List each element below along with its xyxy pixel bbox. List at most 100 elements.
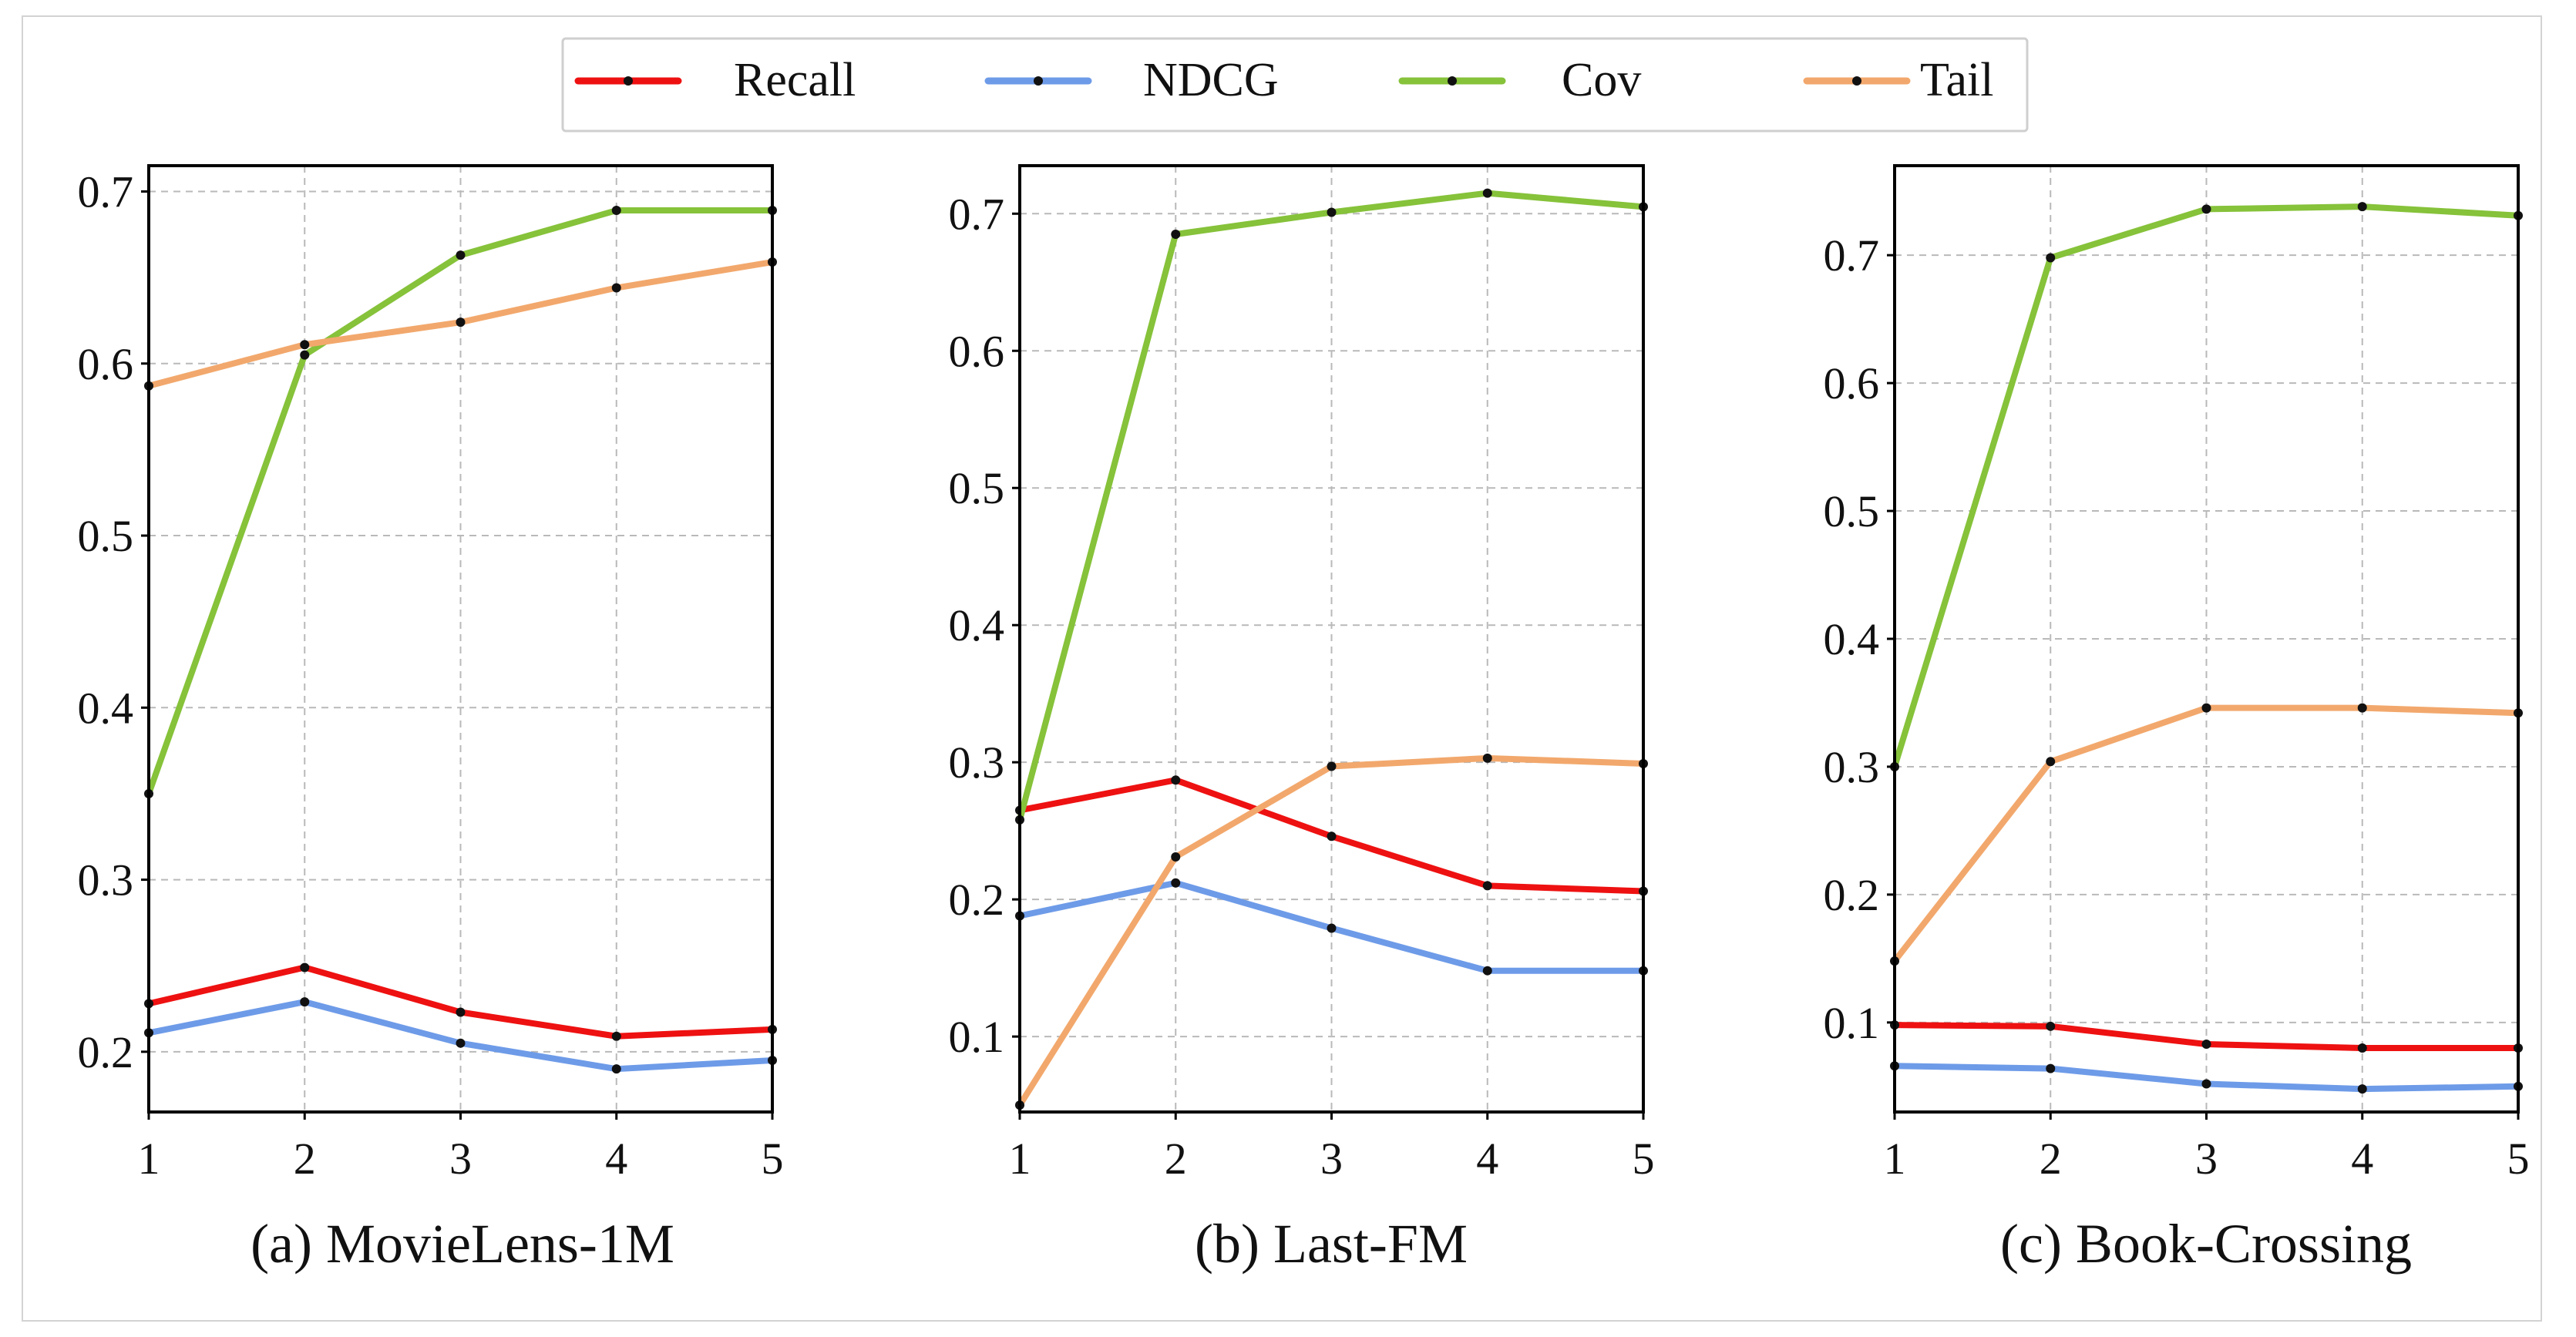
y-tick-label: 0.7 (949, 189, 1005, 239)
data-point-tail (1327, 761, 1337, 771)
panel-2: 0.1 0.2 0.3 0.4 0.5 0.6 0.7 1 2 3 4 5 (b) Last-FM (949, 164, 1655, 1275)
legend: Recall NDCG Cov Tail (561, 37, 2029, 133)
data-point-cov (1482, 188, 1492, 198)
data-point-ndcg (611, 1064, 621, 1074)
legend-marker-tail (1852, 76, 1861, 86)
data-point-ndcg (2046, 1063, 2056, 1073)
data-point-tail (456, 317, 466, 328)
data-point-recall (2201, 1040, 2211, 1050)
data-point-ndcg (2201, 1079, 2211, 1089)
x-tick-label: 1 (1009, 1134, 1031, 1184)
y-tick-label: 0.5 (949, 463, 1005, 513)
figure-frame (22, 15, 2542, 1322)
data-point-recall (1482, 881, 1492, 891)
x-tick-label: 5 (1633, 1134, 1655, 1184)
y-tick-label: 0.4 (1824, 614, 1880, 664)
data-point-ndcg (1482, 966, 1492, 976)
legend-label-recall: Recall (734, 54, 856, 106)
x-tick-label: 2 (2040, 1134, 2062, 1184)
data-point-tail (1171, 852, 1181, 862)
y-tick-label: 0.6 (1824, 358, 1880, 408)
x-tick-label: 3 (1320, 1134, 1343, 1184)
data-point-cov (611, 206, 621, 216)
y-tick-label: 0.6 (949, 326, 1005, 376)
y-tick-label: 0.7 (78, 166, 134, 217)
data-point-tail (300, 340, 310, 350)
y-tick-label: 0.1 (1824, 998, 1880, 1048)
legend-box (561, 37, 2029, 133)
data-point-recall (2357, 1043, 2367, 1053)
x-tick-label: 2 (1165, 1134, 1187, 1184)
y-tick-label: 0.5 (1824, 486, 1880, 536)
data-point-cov (1327, 207, 1337, 217)
data-point-cov (456, 250, 466, 260)
legend-label-ndcg: NDCG (1143, 54, 1279, 106)
data-point-ndcg (300, 997, 310, 1007)
y-tick-label: 0.2 (949, 875, 1005, 925)
data-point-cov (2357, 202, 2367, 212)
y-tick-label: 0.4 (949, 600, 1005, 650)
y-tick-label: 0.7 (1824, 230, 1880, 281)
data-point-tail (2357, 703, 2367, 713)
x-tick-label: 5 (762, 1134, 784, 1184)
data-point-tail (2046, 757, 2056, 767)
legend-label-tail: Tail (1920, 54, 1994, 106)
series-recall (1890, 1020, 2523, 1053)
y-tick-label: 0.3 (949, 737, 1005, 788)
data-point-recall (1171, 775, 1181, 785)
y-tick-label: 0.3 (1824, 742, 1880, 792)
y-tick-label: 0.6 (78, 339, 134, 389)
panel-title: (a) MovieLens-1M (251, 1213, 674, 1275)
series-recall (1015, 775, 1648, 896)
data-point-cov (1171, 229, 1181, 239)
y-tick-label: 0.4 (78, 683, 134, 733)
x-tick-label: 2 (294, 1134, 316, 1184)
legend-item-cov: Cov (1398, 54, 1641, 106)
x-tick-label: 4 (605, 1134, 627, 1184)
data-point-recall (1327, 831, 1337, 842)
y-tick-label: 0.2 (1824, 870, 1880, 920)
panel-title: (c) Book-Crossing (2000, 1213, 2412, 1275)
data-point-ndcg (456, 1038, 466, 1048)
legend-marker-cov (1448, 76, 1457, 86)
x-tick-label: 4 (1476, 1134, 1498, 1184)
data-point-tail (1482, 753, 1492, 763)
legend-item-tail: Tail (1803, 54, 1994, 106)
legend-marker-ndcg (1034, 76, 1043, 86)
series-ndcg (144, 997, 777, 1074)
legend-item-recall: Recall (574, 54, 856, 106)
legend-label-cov: Cov (1562, 54, 1641, 106)
series-ndcg (1015, 878, 1648, 976)
y-tick-label: 0.3 (78, 855, 134, 905)
data-point-cov (2201, 204, 2211, 214)
data-point-cov (300, 350, 310, 360)
x-tick-label: 4 (2351, 1134, 2373, 1184)
y-tick-label: 0.5 (78, 511, 134, 561)
panel-3: 0.1 0.2 0.3 0.4 0.5 0.6 0.7 1 2 3 4 5 (c) Book-Cross… (1824, 164, 2530, 1275)
legend-item-ndcg: NDCG (984, 54, 1279, 106)
data-point-ndcg (2357, 1084, 2367, 1094)
data-point-tail (2201, 703, 2211, 713)
x-tick-label: 1 (1884, 1134, 1906, 1184)
series-recall (144, 962, 777, 1041)
x-tick-label: 3 (449, 1134, 472, 1184)
data-point-tail (611, 283, 621, 293)
legend-marker-recall (624, 76, 633, 86)
y-tick-label: 0.2 (78, 1027, 134, 1077)
series-cov (1015, 188, 1648, 825)
data-point-recall (2046, 1021, 2056, 1031)
data-point-recall (300, 962, 310, 973)
data-point-cov (2046, 253, 2056, 263)
data-point-recall (456, 1007, 466, 1017)
x-tick-label: 5 (2507, 1134, 2530, 1184)
data-point-recall (611, 1031, 621, 1041)
panel-1: 0.2 0.3 0.4 0.5 0.6 0.7 1 2 3 4 5 (a) MovieLens-1M (78, 164, 784, 1275)
x-tick-label: 3 (2195, 1134, 2218, 1184)
data-point-ndcg (1327, 923, 1337, 933)
x-tick-label: 1 (138, 1134, 160, 1184)
data-point-ndcg (1171, 878, 1181, 888)
panel-title: (b) Last-FM (1195, 1213, 1468, 1275)
y-tick-label: 0.1 (949, 1012, 1005, 1062)
series-line-recall (146, 964, 775, 1040)
